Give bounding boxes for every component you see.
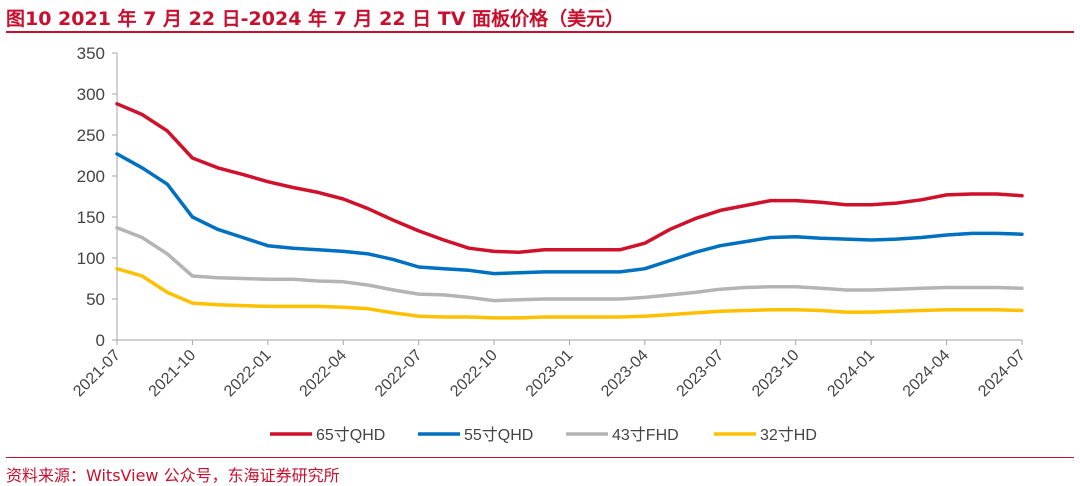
y-tick-label: 100 bbox=[77, 249, 105, 268]
x-tick-label: 2022-07 bbox=[372, 347, 426, 401]
x-tick-label: 2022-10 bbox=[447, 347, 501, 401]
x-tick-label: 2022-01 bbox=[221, 347, 275, 401]
x-tick-label: 2024-04 bbox=[900, 347, 954, 401]
x-tick-label: 2023-10 bbox=[749, 347, 803, 401]
series-layer bbox=[115, 102, 1024, 320]
x-tick-label: 2024-07 bbox=[975, 347, 1029, 401]
y-tick-label: 50 bbox=[86, 290, 105, 309]
line-chart: 0 50 100 150 200 250 300 350 2021-07 2021-10 2022… bbox=[70, 44, 1029, 444]
y-tick-label: 200 bbox=[77, 167, 105, 186]
x-tick-label: 2024-01 bbox=[824, 347, 878, 401]
source-note: 资料来源：WitsView 公众号，东海证券研究所 bbox=[6, 466, 340, 485]
y-tick-label: 150 bbox=[77, 208, 105, 227]
legend: 65寸QHD 55寸QHD 43寸FHD 32寸HD bbox=[270, 426, 817, 444]
y-tick-label: 250 bbox=[77, 126, 105, 145]
y-tick-label: 350 bbox=[77, 44, 105, 63]
series-line bbox=[115, 266, 1024, 320]
x-axis: 2021-07 2021-10 2022-01 2022-04 2022-07 2022-… bbox=[70, 339, 1029, 401]
x-tick-label: 2021-10 bbox=[146, 347, 200, 401]
series-line bbox=[115, 152, 1024, 276]
legend-label: 65寸QHD bbox=[316, 426, 385, 444]
source-divider bbox=[6, 457, 1074, 458]
x-tick-label: 2023-01 bbox=[523, 347, 577, 401]
x-tick-label: 2022-04 bbox=[297, 347, 351, 401]
series-line bbox=[115, 102, 1024, 255]
x-tick-label: 2021-07 bbox=[70, 347, 124, 401]
y-axis: 0 50 100 150 200 250 300 350 bbox=[77, 44, 118, 350]
legend-label: 32寸HD bbox=[760, 426, 817, 444]
y-tick-label: 0 bbox=[96, 331, 105, 350]
title-divider bbox=[6, 31, 1074, 33]
page-title: 图10 2021 年 7 月 22 日-2024 年 7 月 22 日 TV 面… bbox=[6, 8, 625, 30]
x-tick-label: 2023-07 bbox=[674, 347, 728, 401]
legend-label: 43寸FHD bbox=[612, 426, 679, 444]
series-line bbox=[115, 225, 1024, 303]
y-tick-label: 300 bbox=[77, 85, 105, 104]
x-tick-label: 2023-04 bbox=[598, 347, 652, 401]
legend-label: 55寸QHD bbox=[464, 426, 533, 444]
